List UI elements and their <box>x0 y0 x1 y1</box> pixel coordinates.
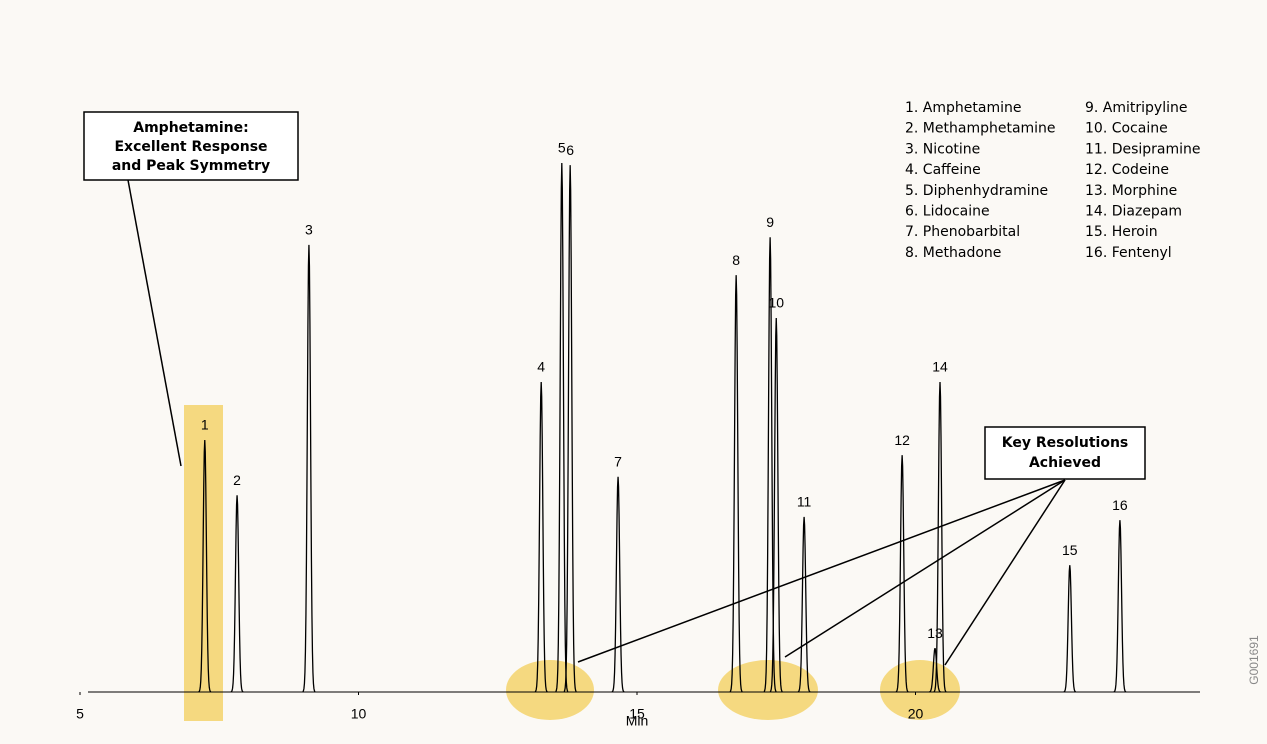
legend-entry: 12. Codeine <box>1085 162 1169 178</box>
peak <box>769 318 783 693</box>
peak <box>611 476 625 693</box>
peak <box>1063 565 1077 693</box>
legend-entry: 6. Lidocaine <box>905 204 990 220</box>
highlight-ellipse <box>718 660 818 720</box>
callout-text: and Peak Symmetry <box>112 158 270 174</box>
callout-box <box>984 426 1146 480</box>
peak-label: 16 <box>1112 497 1128 513</box>
peak-label: 5 <box>558 140 566 156</box>
peak <box>928 647 942 693</box>
peak <box>729 275 743 692</box>
peak <box>198 439 212 693</box>
callout-box <box>83 111 299 181</box>
legend-entry: 16. Fentenyl <box>1085 245 1172 261</box>
legend-entry: 5. Diphenhydramine <box>905 183 1048 199</box>
peak-label: 1 <box>201 417 209 433</box>
x-axis-label: Min <box>626 713 649 729</box>
peak-label: 6 <box>566 142 574 158</box>
callout-line <box>944 479 1066 666</box>
x-tick-label: 10 <box>351 706 367 722</box>
legend-entry: 7. Phenobarbital <box>905 224 1020 240</box>
peak-label: 14 <box>932 359 948 375</box>
callout-text: Excellent Response <box>114 139 267 155</box>
peak <box>230 495 244 693</box>
legend-entry: 14. Diazepam <box>1085 204 1182 220</box>
callout-text: Amphetamine: <box>133 120 249 136</box>
peak <box>763 237 777 692</box>
legend-entry: 1. Amphetamine <box>905 100 1021 116</box>
legend-entry: 8. Methadone <box>905 245 1001 261</box>
peak-label: 2 <box>233 472 241 488</box>
peak <box>895 455 909 693</box>
highlight-ellipse <box>880 660 960 720</box>
peak <box>563 165 577 692</box>
peak <box>534 381 548 693</box>
callout-text: Key Resolutions <box>1002 435 1129 451</box>
peak <box>797 516 811 693</box>
peak-label: 4 <box>537 359 545 375</box>
legend-entry: 13. Morphine <box>1085 183 1177 199</box>
peak-label: 11 <box>797 494 812 510</box>
peak-label: 15 <box>1062 542 1078 558</box>
x-tick-label: 20 <box>908 706 924 722</box>
peak-label: 13 <box>927 625 943 641</box>
peak-label: 3 <box>305 222 313 238</box>
peak-label: 12 <box>894 432 910 448</box>
callout-line <box>127 179 182 467</box>
peak-label: 10 <box>768 295 784 311</box>
callout-line <box>784 479 1066 658</box>
highlight-ellipse <box>506 660 594 720</box>
callout-text: Achieved <box>1029 455 1101 471</box>
peak <box>1113 520 1127 693</box>
legend-entry: 10. Cocaine <box>1085 121 1168 137</box>
legend-entry: 15. Heroin <box>1085 224 1158 240</box>
legend-entry: 11. Desipramine <box>1085 141 1201 157</box>
legend-entry: 4. Caffeine <box>905 162 981 178</box>
peak-label: 7 <box>614 454 622 470</box>
peak-label: 9 <box>766 214 774 230</box>
peak <box>302 244 316 692</box>
x-tick-label: 15 <box>629 706 645 722</box>
legend-entry: 9. Amitripyline <box>1085 100 1187 116</box>
legend-entry: 3. Nicotine <box>905 141 980 157</box>
peak <box>933 381 947 693</box>
peak-label: 8 <box>732 252 740 268</box>
callout-line <box>577 479 1066 663</box>
figure-code: G001691 <box>1247 635 1261 685</box>
x-tick-label: 5 <box>76 706 84 722</box>
legend-entry: 2. Methamphetamine <box>905 121 1056 137</box>
